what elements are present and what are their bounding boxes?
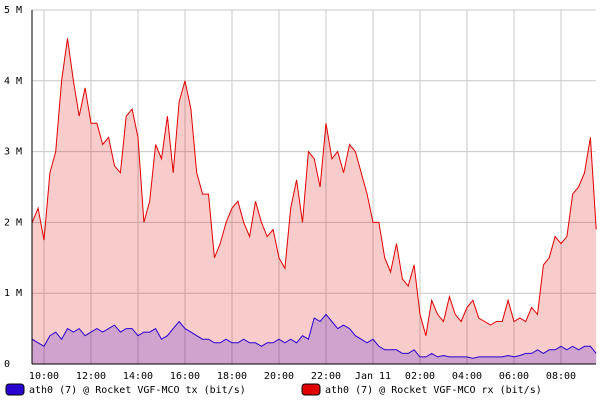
x-tick-label: 18:00 (217, 371, 247, 382)
x-tick-label: 10:00 (29, 371, 59, 382)
y-tick-label: 0 (4, 359, 10, 370)
x-tick-label: 06:00 (499, 371, 529, 382)
x-tick-label: 12:00 (76, 371, 106, 382)
x-tick-label: 04:00 (452, 371, 482, 382)
legend-label: ath0 (7) @ Rocket VGF-MCO rx (bit/s) (325, 385, 542, 396)
x-tick-label: 20:00 (264, 371, 294, 382)
legend-swatch (301, 383, 321, 396)
y-tick-label: 4 M (4, 76, 22, 87)
series-line (31, 38, 597, 336)
x-tick-label: 22:00 (311, 371, 341, 382)
x-tick-label: 16:00 (170, 371, 200, 382)
x-tick-label: 08:00 (546, 371, 576, 382)
series-line (31, 313, 597, 359)
x-tick-label: Jan 11 (355, 371, 391, 382)
y-tick-label: 2 M (4, 217, 22, 228)
x-tick-label: 14:00 (123, 371, 153, 382)
series-area (32, 314, 597, 364)
grid (32, 9, 596, 365)
legend-swatch (5, 383, 25, 396)
series-area (32, 38, 597, 365)
y-tick-label: 3 M (4, 147, 22, 158)
y-tick-label: 5 M (4, 5, 22, 16)
legend-label: ath0 (7) @ Rocket VGF-MCO tx (bit/s) (29, 385, 246, 396)
y-tick-label: 1 M (4, 288, 22, 299)
x-tick-label: 02:00 (405, 371, 435, 382)
